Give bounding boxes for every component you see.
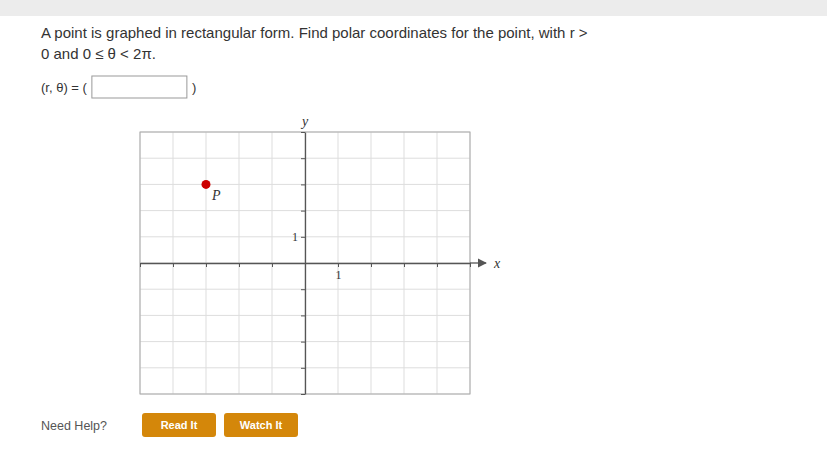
help-text: Need Help? xyxy=(41,419,107,433)
button-label[interactable]: Read It xyxy=(161,419,198,431)
button-label[interactable]: Watch It xyxy=(240,419,283,431)
help-button[interactable] xyxy=(142,413,216,437)
tick xyxy=(437,263,438,267)
tick xyxy=(301,342,305,343)
tick xyxy=(371,263,372,267)
tick xyxy=(140,263,141,267)
tick-mark xyxy=(301,263,305,264)
tick-mark xyxy=(404,263,405,267)
tick xyxy=(173,263,174,267)
tick-mark xyxy=(140,263,141,267)
tick-label: 1 xyxy=(336,268,342,282)
tick-mark xyxy=(301,394,305,395)
tick-mark xyxy=(301,289,305,290)
answer-close: ) xyxy=(192,80,196,95)
point-label: P xyxy=(211,188,221,203)
x-axis-label: x xyxy=(493,256,501,271)
tick xyxy=(301,263,305,264)
tick-mark xyxy=(301,184,305,185)
plot-frame xyxy=(140,132,470,394)
point xyxy=(202,180,211,189)
tick-mark xyxy=(301,132,305,133)
title: A point is graphed in rectangular form. … xyxy=(41,24,588,41)
tick xyxy=(239,263,240,267)
tick xyxy=(301,394,305,395)
help-button[interactable] xyxy=(224,413,298,437)
answer-input[interactable] xyxy=(92,76,187,98)
tick-label: 1 xyxy=(292,230,298,244)
tick xyxy=(301,289,305,290)
tick-mark xyxy=(301,237,305,238)
tick xyxy=(272,263,273,267)
tick-mark xyxy=(371,263,372,267)
tick-mark xyxy=(301,158,305,159)
tick-mark xyxy=(301,342,305,343)
tick: 1 xyxy=(292,230,305,244)
tick-mark xyxy=(272,263,273,267)
axis-line xyxy=(305,133,306,395)
tick xyxy=(301,132,305,133)
tick xyxy=(206,263,207,267)
points xyxy=(202,180,211,189)
tick xyxy=(404,263,405,267)
title: 0 and 0 ≤ θ < 2π. xyxy=(41,45,156,62)
tick xyxy=(301,158,305,159)
axis-arrow xyxy=(470,262,486,263)
tick-mark xyxy=(206,263,207,267)
tick-mark xyxy=(239,263,240,267)
tick xyxy=(301,184,305,185)
answer-label: (r, θ) = ( xyxy=(41,80,88,95)
tick-mark xyxy=(338,263,339,267)
chart: A point is graphed in rectangular form. … xyxy=(0,0,827,454)
tick-mark xyxy=(437,263,438,267)
y-axis: 1 xyxy=(292,133,306,395)
tick-mark xyxy=(301,211,305,212)
tick xyxy=(301,315,305,316)
tick: 1 xyxy=(336,263,342,282)
grid xyxy=(140,132,470,394)
tick-mark xyxy=(301,368,305,369)
tick xyxy=(301,368,305,369)
y-axis-label: y xyxy=(300,114,309,129)
tick xyxy=(301,211,305,212)
top-bar xyxy=(0,0,827,16)
tick-mark xyxy=(301,315,305,316)
tick-mark xyxy=(173,263,174,267)
